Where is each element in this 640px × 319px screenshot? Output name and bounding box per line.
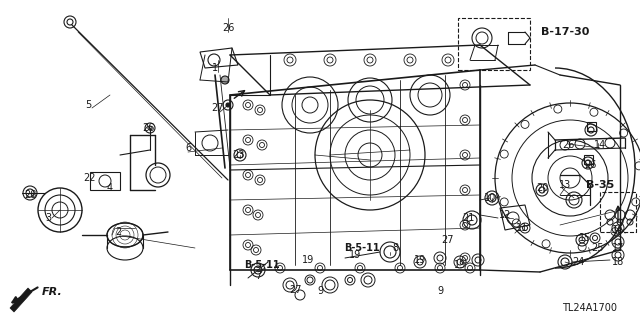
- Bar: [584, 155, 593, 164]
- Text: 26: 26: [222, 23, 234, 33]
- Text: 22: 22: [84, 173, 96, 183]
- Text: 8: 8: [392, 243, 398, 253]
- Bar: [600, 192, 636, 232]
- Text: B-5-11: B-5-11: [244, 260, 280, 270]
- Text: 12: 12: [499, 210, 511, 220]
- Text: 26: 26: [562, 140, 574, 150]
- Text: 1: 1: [212, 63, 218, 73]
- Text: B-35: B-35: [586, 180, 614, 190]
- Polygon shape: [10, 288, 32, 312]
- Text: 19: 19: [454, 260, 466, 270]
- Text: 27: 27: [289, 285, 301, 295]
- Text: 17: 17: [612, 243, 624, 253]
- Text: 26: 26: [142, 123, 154, 133]
- Text: 18: 18: [612, 257, 624, 267]
- Text: 25: 25: [592, 243, 604, 253]
- Circle shape: [226, 103, 230, 107]
- Bar: [587, 122, 596, 131]
- Text: B-17-30: B-17-30: [541, 27, 589, 37]
- Text: 21: 21: [462, 213, 474, 223]
- Text: 13: 13: [559, 180, 571, 190]
- Text: 27: 27: [212, 103, 224, 113]
- Text: 16: 16: [612, 225, 624, 235]
- Text: 23: 23: [232, 150, 244, 160]
- Text: 10: 10: [484, 193, 496, 203]
- Bar: [458, 18, 530, 70]
- Text: 14: 14: [594, 140, 606, 150]
- Text: 28: 28: [24, 190, 36, 200]
- Text: TL24A1700: TL24A1700: [563, 303, 618, 313]
- Text: 15: 15: [579, 233, 591, 243]
- Circle shape: [221, 76, 229, 84]
- Text: 27: 27: [442, 235, 454, 245]
- Text: 4: 4: [107, 183, 113, 193]
- Text: 3: 3: [45, 213, 51, 223]
- Bar: [90, 172, 120, 190]
- Text: 9: 9: [317, 286, 323, 296]
- Text: 6: 6: [185, 143, 191, 153]
- Text: B-5-11: B-5-11: [344, 243, 380, 253]
- Text: 11: 11: [516, 223, 528, 233]
- Text: 24: 24: [572, 257, 584, 267]
- Text: 7: 7: [255, 271, 261, 281]
- Text: 26: 26: [584, 160, 596, 170]
- Text: 9: 9: [437, 286, 443, 296]
- Text: 19: 19: [302, 255, 314, 265]
- Text: FR.: FR.: [42, 287, 62, 297]
- Text: 20: 20: [536, 183, 548, 193]
- Text: 5: 5: [85, 100, 91, 110]
- Text: 19: 19: [349, 250, 361, 260]
- Text: 2: 2: [115, 227, 121, 237]
- Text: 19: 19: [414, 255, 426, 265]
